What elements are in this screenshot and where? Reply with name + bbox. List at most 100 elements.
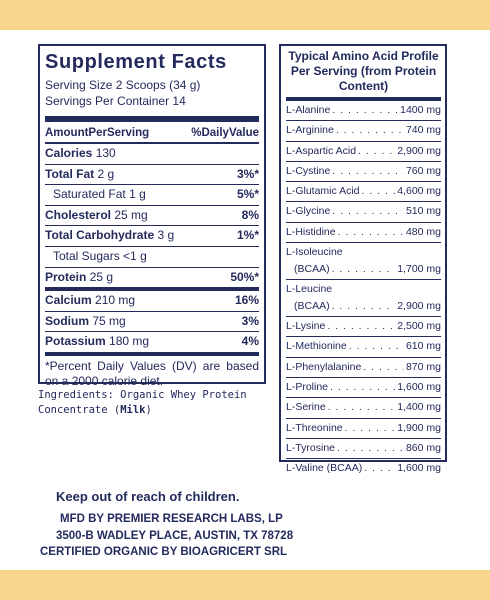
amino-row: L-Arginine 740 mg [286,121,441,142]
amino-value: 1,600 mg [397,380,441,393]
amino-row: L-Tyrosine 860 mg [286,439,441,460]
amino-row: L-Isoleucine (BCAA) 1,700 mg [286,243,441,281]
daily-value: 3% [241,313,259,328]
child-warning: Keep out of reach of children. [56,489,240,504]
dot-leader [327,317,395,336]
daily-value: 4% [241,334,259,349]
amino-row: L-Threonine 1,900 mg [286,419,441,439]
nutrient-cell: Total Carbohydrate 3 g [45,226,174,246]
facts-row: Total Carbohydrate 3 g 1%* [45,226,259,247]
daily-value: 50%* [230,269,259,284]
dot-leader [338,223,404,242]
amino-name: L-Glutamic Acid [286,185,360,198]
nutrient-cell: Saturated Fat 1 g [53,185,146,205]
mfd-line-1: MFD BY PREMIER RESEARCH LABS, LP [60,513,283,525]
amino-line: L-Histidine 480 mg [286,223,441,242]
facts-header-row: AmountPerServing %DailyValue [45,122,259,144]
dot-leader [332,202,404,221]
amino-line: (BCAA) 1,700 mg [286,261,441,278]
ingredients-statement: Ingredients: Organic Whey Protein Concen… [38,388,270,418]
daily-value-header: %DailyValue [191,127,259,139]
amino-row: L-Proline 1,600 mg [286,378,441,399]
amino-line: L-Aspartic Acid 2,900 mg [286,142,441,161]
daily-value: 16% [234,293,259,308]
nutrient-amount: 75 mg [92,313,126,328]
dot-leader [332,162,404,181]
nutrient-cell: Calcium 210 mg [45,291,135,311]
amino-value: 2,900 mg [397,300,441,313]
amino-value: 4,600 mg [397,185,441,198]
nutrient-cell: Total Fat 2 g [45,165,114,185]
facts-rows: Calories 130 Total Fat 2 g 3%* Saturated Fa… [45,144,259,356]
amino-line: L-Alanine 1400 mg [286,101,441,120]
nutrient-amount: 25 mg [114,207,148,222]
dot-leader [364,459,395,478]
amino-row: L-Lysine 2,500 mg [286,317,441,338]
facts-row: Total Fat 2 g 3%* [45,165,259,186]
nutrient-amount: 2 g [97,166,115,181]
facts-row: Potassium 180 mg 4% [45,332,259,356]
nutrient-cell: Potassium 180 mg [45,332,149,352]
manufacturer-info: MFD BY PREMIER RESEARCH LABS, LP 3500-B … [38,511,458,561]
amino-name: L-Isoleucine [286,246,343,259]
dot-leader [332,298,396,315]
nutrient-cell: Cholesterol 25 mg [45,206,148,226]
amino-value: 2,900 mg [397,144,441,157]
nutrient-name: Sodium [45,313,89,328]
nutrient-amount: 1 g [129,187,146,202]
ingredients-close: ) [145,404,152,416]
amino-rows: L-Alanine 1400 mg L-Arginine 740 mg L-Aspart… [286,101,441,478]
facts-row: Sodium 75 mg 3% [45,312,259,333]
dot-leader [330,378,395,397]
amino-row: L-Methionine 610 mg [286,337,441,358]
supplement-facts-panel: Supplement Facts Serving Size 2 Scoops (… [38,44,266,388]
amino-row: L-Valine (BCAA) 1,600 mg [286,459,441,478]
amino-name: L-Aspartic Acid [286,144,357,157]
daily-value: 3%* [236,166,259,181]
amino-row: L-Serine 1,400 mg [286,398,441,419]
nutrient-name: Calories [45,146,93,160]
nutrient-amount: 210 mg [95,293,136,308]
thick-rule [45,116,259,122]
dot-leader [363,358,404,377]
amino-subtype: (BCAA) [294,300,330,313]
amino-row: L-Phenylalanine 870 mg [286,358,441,378]
mfd-line-3: CERTIFIED ORGANIC BY BIOAGRICERT SRL [40,546,288,558]
dot-leader [328,398,396,417]
mfd-line-2: 3500-B WADLEY PLACE, AUSTIN, TX 78728 [56,529,294,542]
amino-name: L-Alanine [286,104,331,116]
dot-leader [345,419,396,438]
amino-line: L-Threonine 1,900 mg [286,419,441,438]
nutrient-name: Total Fat [45,166,95,181]
facts-row: Calcium 210 mg 16% [45,291,259,312]
nutrient-name: Calcium [45,293,92,308]
dot-leader [358,142,395,161]
nutrient-name: Potassium [45,334,106,349]
amino-line: L-Methionine 610 mg [286,337,441,356]
amino-name: L-Tyrosine [286,441,336,454]
amino-name: L-Glycine [286,205,331,218]
amino-acid-panel: Typical Amino Acid Profile Per Serving (… [279,44,447,474]
dot-leader [336,121,404,140]
amino-row: L-Cystine 760 mg [286,162,441,183]
amino-name: L-Histidine [286,225,336,238]
daily-value: 8% [241,207,259,222]
amino-line: L-Phenylalanine 870 mg [286,358,441,377]
dv-footnote: *Percent Daily Values (DV) are based on … [45,358,259,388]
nutrient-cell: Calories 130 [45,144,116,164]
amino-line: L-Glycine 510 mg [286,202,441,221]
amino-line: L-Proline 1,600 mg [286,378,441,397]
nutrient-name: Protein [45,269,87,284]
amino-row: L-Aspartic Acid 2,900 mg [286,142,441,162]
dot-leader [349,337,404,356]
nutrient-amount: 130 [95,146,116,160]
amino-value: 760 mg [405,164,441,177]
amino-value: 870 mg [405,360,441,373]
amino-value: 860 mg [405,441,441,454]
nutrient-name: Total Carbohydrate [45,228,155,243]
amino-name: L-Leucine [286,283,333,296]
amino-line: L-Lysine 2,500 mg [286,317,441,336]
facts-row: Cholesterol 25 mg 8% [45,206,259,227]
amino-line: L-Glutamic Acid 4,600 mg [286,182,441,201]
facts-row: Protein 25 g 50%* [45,268,259,292]
